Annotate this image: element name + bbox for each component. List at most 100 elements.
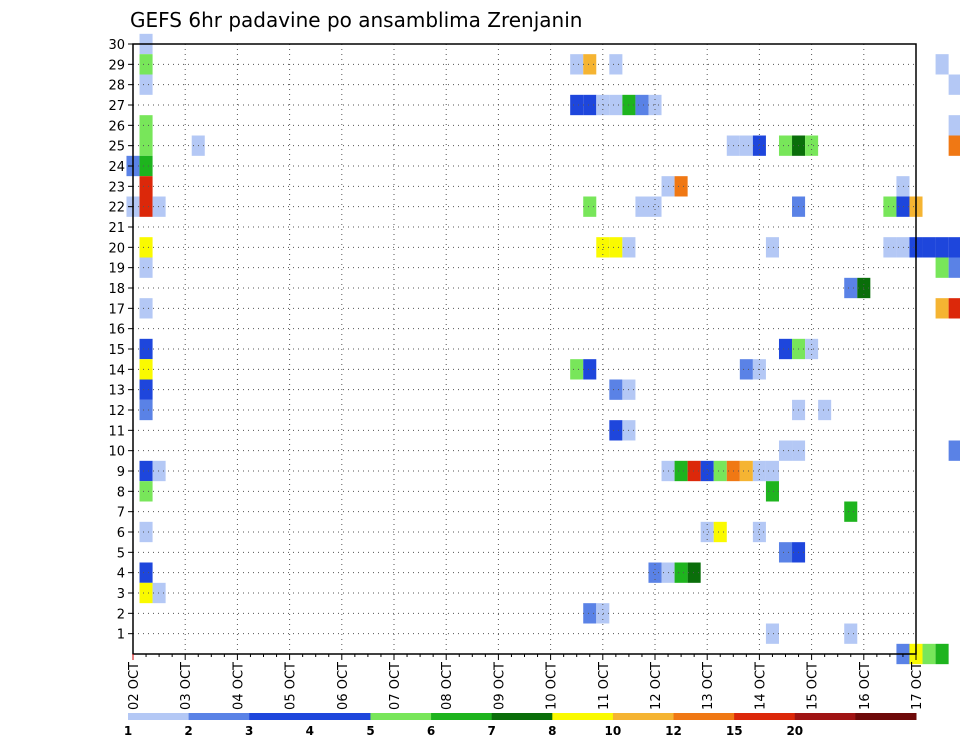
color-legend: 1 2 3 4 5 6 7 8 10 12 15 20 [124,713,917,738]
y-tick-label: 28 [108,79,125,94]
precip-cell [687,562,701,583]
precip-cell [765,237,779,258]
legend-swatch [734,713,796,720]
y-tick-label: 11 [108,424,125,439]
legend-swatch [552,713,614,720]
x-tick-label: 03 OCT [179,662,194,710]
x-tick-label: 13 OCT [701,662,716,710]
precip-cell [648,196,662,217]
precip-cell [700,521,714,543]
precip-cell [152,582,166,604]
precip-cell [139,481,153,502]
precip-cell [739,359,753,380]
y-tick-label: 29 [108,58,125,73]
x-tick-label: 05 OCT [284,662,299,710]
precip-cell [935,257,949,278]
precip-cell [139,135,153,156]
precip-cell [713,460,727,482]
precip-cell [935,54,949,75]
legend-swatch [673,713,735,720]
y-tick-label: 6 [117,526,125,541]
y-tick-label: 23 [108,180,125,195]
precip-cell [583,603,597,624]
y-tick-label: 30 [108,38,125,53]
precip-cell [139,338,153,360]
legend-swatch [188,713,250,720]
precip-cell [896,176,910,197]
precip-cell [635,196,649,217]
y-tick-label: 7 [117,506,125,521]
precip-cell [583,359,597,380]
precip-cell [139,196,153,217]
y-tick-label: 13 [108,384,125,399]
y-tick-label: 26 [108,119,125,134]
legend-swatch [612,713,675,720]
precip-cell [596,603,610,624]
x-axis: 02 OCT 03 OCT 04 OCT 05 OCT 06 OCT 07 OCT 08 O… [127,654,925,710]
precip-cell [152,460,166,482]
legend-swatch [249,713,311,720]
x-tick-label: 10 OCT [545,662,560,710]
precip-cell [948,440,960,461]
precip-cell [139,74,153,95]
y-tick-label: 24 [108,160,125,175]
precip-cell [139,521,153,543]
precip-cell [778,440,793,461]
precip-cell [896,237,910,258]
legend-label: 2 [184,724,192,738]
precip-cell [778,542,793,563]
precip-cell [139,155,153,177]
y-tick-label: 17 [108,302,125,317]
precip-cell [635,94,649,116]
y-tick-label: 20 [108,241,125,256]
precip-cell [765,481,779,502]
precip-cell [609,94,623,116]
y-tick-label: 18 [108,282,125,297]
y-tick-label: 14 [108,363,125,378]
precip-cell [765,460,779,482]
y-tick-label: 8 [117,485,125,500]
precip-cell [674,176,688,197]
precip-cell [570,359,584,380]
precip-cell [948,135,960,156]
y-tick-label: 10 [108,445,125,460]
y-tick-label: 21 [108,221,125,236]
y-tick-label: 3 [117,587,125,602]
precip-cell [687,460,701,482]
precip-cell [570,94,584,116]
precip-cell [139,298,153,319]
precip-cell [948,115,960,136]
x-tick-label: 06 OCT [336,662,351,710]
cells-layer [126,33,960,665]
y-tick-label: 4 [117,567,125,582]
precip-cell [948,257,960,278]
precip-cell [844,501,858,522]
chart-title: GEFS 6hr padavine po ansamblima Zrenjani… [130,8,582,32]
legend-swatch [370,713,432,720]
precip-cell [674,562,688,583]
y-tick-label: 27 [108,99,125,114]
legend-swatch [309,713,371,720]
precip-cell [818,399,832,421]
precip-cell [844,623,858,644]
legend-label: 5 [366,724,374,738]
precip-cell [700,460,714,482]
legend-swatch [855,713,917,720]
y-axis: 1234567891011121314151617181920212223242… [108,38,133,643]
x-tick-label: 15 OCT [806,662,821,710]
precip-cell [935,237,949,258]
precip-cell [609,420,623,441]
legend-label: 10 [605,724,622,738]
x-tick-label: 11 OCT [597,662,612,710]
precip-cell [752,135,766,156]
precip-cell [674,460,688,482]
x-tick-label: 14 OCT [753,662,768,710]
precip-cell [948,298,960,319]
legend-label: 7 [488,724,496,738]
x-tick-label: 16 OCT [858,662,873,710]
legend-label: 6 [427,724,435,738]
x-tick-label: 08 OCT [440,662,455,710]
x-tick-label: 04 OCT [231,662,246,710]
legend-label: 8 [548,724,556,738]
